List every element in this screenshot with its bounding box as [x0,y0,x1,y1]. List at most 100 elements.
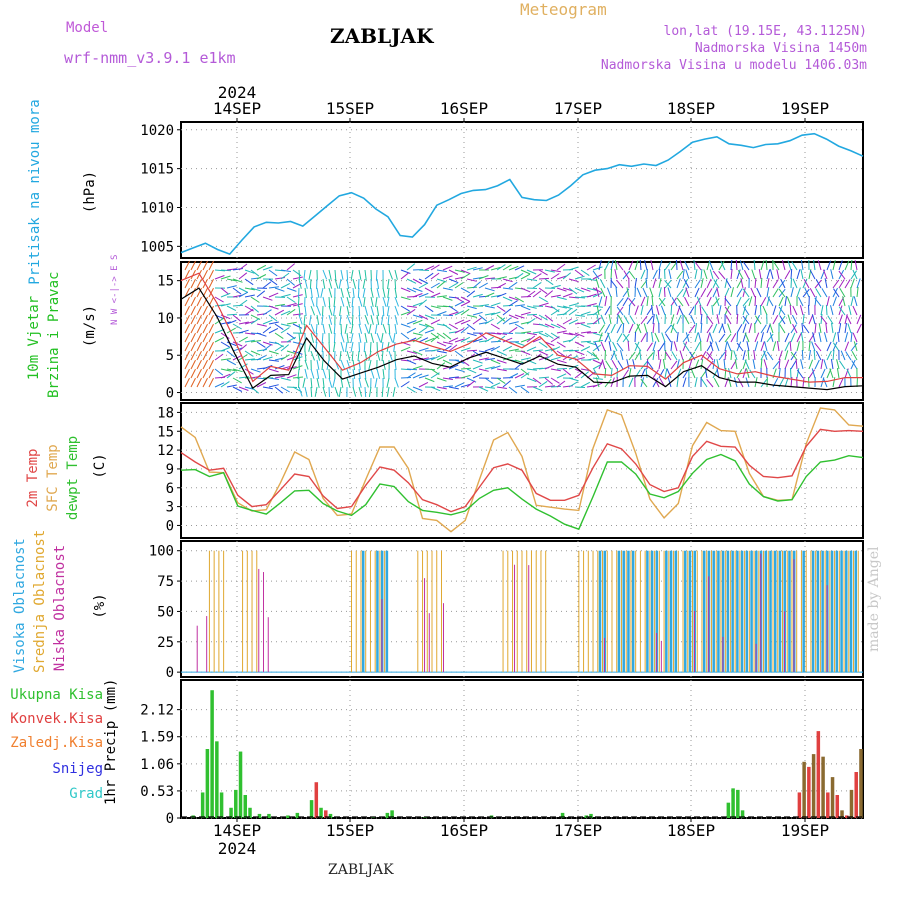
wind-barb [670,323,675,334]
wind-barb [795,358,798,370]
wind-barb [184,287,190,298]
wind-barb [670,304,673,316]
wind-barb [190,305,196,316]
wind-barb [304,278,308,289]
wind-barb [799,305,804,316]
wind-barb [726,341,732,352]
wind-barb [436,355,447,361]
wind-barb [490,345,501,352]
wind-barb [760,277,763,289]
wind-barb [568,287,578,295]
wind-barb [208,350,214,361]
wind-barb [400,381,410,388]
wind-barb [286,321,297,325]
wind-barb [280,293,291,298]
wind-barb [184,278,190,289]
wind-barb [333,305,336,316]
wind-barb [556,341,566,348]
wind-barb [226,305,237,312]
wind-barb [448,305,458,312]
wind-barb [616,279,624,289]
wind-barb [226,350,236,358]
wind-barb [532,349,543,352]
wind-barb [208,359,214,370]
model-altitude-info: Nadmorska Visina u modelu 1406.03m [600,58,867,73]
wind-barb [616,261,624,271]
wind-barb [746,341,750,352]
wind-barb [586,350,596,357]
wind-barb [350,341,354,352]
wind-barb [190,269,196,280]
wind-barb [472,373,483,379]
wind-barb [262,344,272,352]
wind-barb [772,314,779,325]
wind-barb [592,359,603,365]
wind-barb [616,314,619,325]
wind-barb [394,314,398,325]
wind-barb [274,345,284,352]
wind-barb [412,302,423,307]
wind-barb [796,341,800,352]
wind-barb [346,278,350,289]
wind-barb [778,288,786,298]
wind-barb [814,342,822,352]
precip-bar [238,751,243,818]
wind-barb [496,332,507,335]
wind-barb [838,270,846,280]
cloud-high-bar [731,550,734,673]
wind-barb [728,368,732,379]
wind-barb [644,260,648,271]
wind-barb [298,278,302,289]
wind-barb [418,269,430,271]
wind-barb [387,314,390,326]
wind-barb [268,321,279,325]
wind-barb [660,305,666,316]
y-tick-label: 0 [166,518,174,534]
wind-barb [406,327,417,334]
precip-bar [267,813,271,818]
wind-barb [496,386,507,389]
meteogram-title: Meteogram [520,0,607,19]
wind-barb [484,366,495,370]
wind-barb [610,368,613,379]
wind-barb [190,287,196,298]
top-day-label: 16SEP [440,99,488,118]
wind-barb [628,323,634,334]
wind-barb [190,350,196,361]
wind-barb [358,278,360,290]
wind-barb [339,350,342,361]
wind-barb [346,305,350,316]
wind-barb [646,296,649,307]
wind-barb [472,293,483,298]
wind-barb [334,278,339,289]
wind-barb [297,296,300,308]
wind-barb [773,261,780,271]
wind-barb [694,323,698,334]
wind-barb [394,278,397,290]
y-tick-label: 18 [157,405,174,421]
wind-barb [214,269,226,272]
wind-barb [592,382,603,388]
wind-barb [363,341,366,353]
wind-barb [678,305,684,316]
wind-barb [836,368,840,379]
wind-barb [856,376,858,388]
wind-barb [232,386,243,392]
wind-barb [274,287,285,292]
wind-barb [400,323,411,328]
wind-barb [649,287,654,298]
wind-barb [574,314,585,317]
wind-barb [292,313,303,316]
wind-barb [808,369,816,379]
wind-barb [706,315,714,325]
wind-barb [256,341,266,348]
wind-barb [604,367,607,379]
wind-barb [830,269,834,280]
cloud-bars [181,550,863,673]
wind-barb [502,356,513,361]
wind-barb [532,273,542,280]
wind-barb [292,323,303,329]
wind-barb [850,296,854,307]
wind-barb [728,377,732,388]
wind-barb [688,359,693,370]
